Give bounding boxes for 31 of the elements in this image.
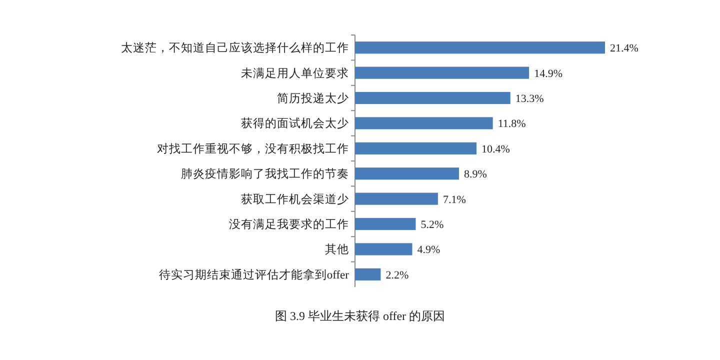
bar: [355, 42, 605, 54]
y-tick-label: 没有满足我要求的工作: [229, 218, 349, 231]
data-label: 14.9%: [534, 68, 562, 80]
y-tick-label: 获得的面试机会太少: [241, 117, 349, 130]
data-label: 5.2%: [420, 219, 444, 231]
data-label: 11.8%: [498, 118, 526, 130]
bar: [355, 268, 381, 280]
data-label: 2.2%: [386, 269, 409, 282]
bar: [355, 168, 459, 180]
bar: [355, 243, 412, 256]
y-tick-label: 获取工作机会渠道少: [241, 192, 349, 206]
y-tick-label: 待实习期结束通过评估才能拿到offer: [158, 267, 350, 282]
data-label: 8.9%: [464, 168, 487, 181]
y-tick-label: 肺炎疫情影响了我找工作的节奏: [181, 168, 349, 181]
y-tick-label: 其他: [325, 243, 349, 256]
data-label: 13.3%: [515, 93, 544, 105]
data-label: 10.4%: [481, 143, 510, 156]
data-label: 4.9%: [417, 244, 440, 256]
data-label: 21.4%: [610, 42, 638, 55]
data-label: 7.1%: [442, 194, 466, 206]
bar: [355, 218, 416, 230]
bar: [355, 66, 530, 79]
y-tick-label: 太迷茫，不知道自己应该选择什么样的工作: [121, 40, 349, 55]
text: 图 3.9 毕业生未获得 offer 的原因: [274, 309, 446, 323]
y-tick-label: 对找工作重视不够，没有积极找工作: [157, 142, 349, 156]
y-tick-label: 未满足用人单位要求: [241, 66, 349, 80]
y-tick-label: 简历投递太少: [277, 91, 349, 105]
bar: [355, 117, 493, 130]
bar: [355, 142, 476, 154]
bar: [355, 92, 510, 104]
bar: [355, 192, 438, 205]
